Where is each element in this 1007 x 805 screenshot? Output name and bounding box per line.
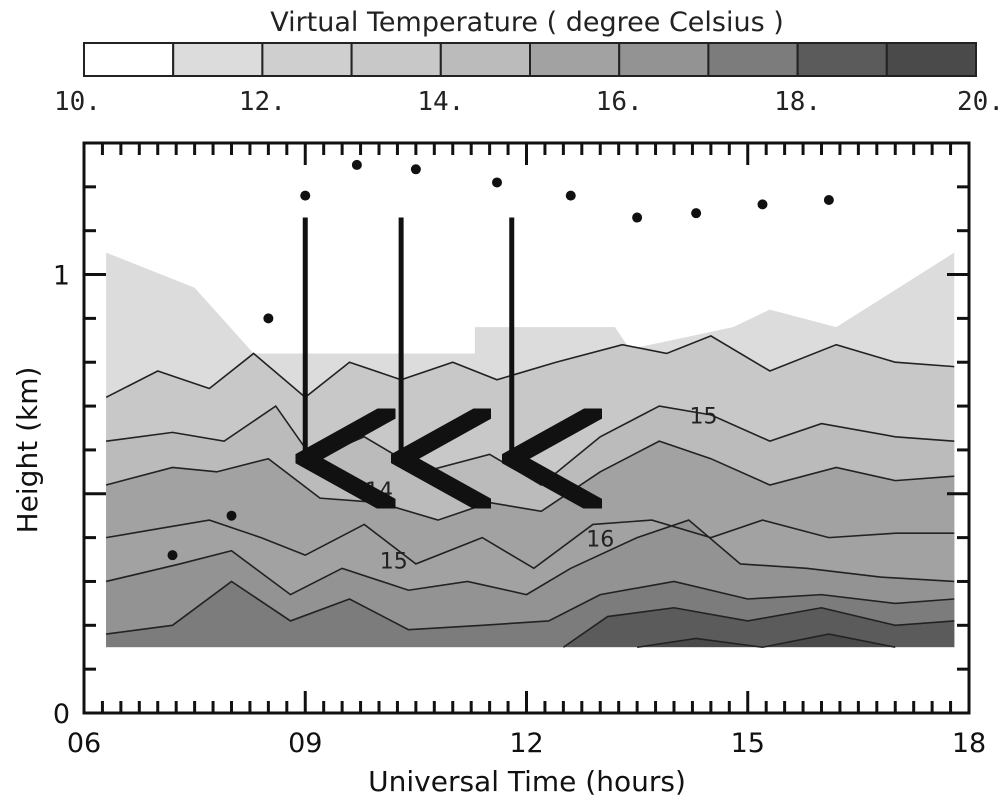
data-dots: [167, 159, 834, 561]
contour-line: [105, 519, 955, 570]
x-axis-label: Universal Time (hours): [368, 765, 686, 798]
y-tick-label: 1: [53, 261, 70, 292]
colorbar-swatch: [172, 42, 264, 77]
contour-line: [637, 633, 896, 649]
colorbar-swatch: [885, 42, 977, 77]
contour-label: 16: [586, 527, 614, 552]
colorbar: Virtual Temperature ( degree Celsius ) 1…: [54, 7, 1004, 117]
colorbar-swatch: [707, 42, 799, 77]
x-tick-label: 15: [731, 728, 765, 759]
colorbar-swatch: [350, 42, 442, 77]
colorbar-tick-label: 20.: [957, 87, 1004, 117]
data-dot: [351, 159, 362, 170]
colorbar-tick-labels: 10. 12. 14. 16. 18. 20.: [54, 87, 1004, 117]
band-level-19: [637, 634, 896, 648]
band-no-data: [106, 647, 955, 713]
data-dot: [410, 164, 421, 175]
contour-line: [106, 580, 955, 635]
y-tick-label: 0: [53, 699, 70, 730]
colorbar-tick-label: 10.: [54, 87, 101, 117]
y-axis-label: Height (km): [11, 367, 44, 534]
contour-label: 14: [365, 479, 393, 504]
colorbar-tick-label: 16.: [596, 87, 643, 117]
x-tick-label: 06: [67, 728, 101, 759]
x-tick-label: 18: [952, 728, 986, 759]
data-dot: [300, 190, 311, 201]
colorbar-swatch: [439, 42, 531, 77]
colorbar-tick-label: 18.: [774, 87, 821, 117]
contour-label: 15: [690, 405, 718, 430]
x-tick-label: 12: [509, 728, 543, 759]
colorbar-tick-label: 12.: [239, 87, 286, 117]
axis-ticks: [82, 141, 971, 715]
colorbar-swatch: [83, 42, 175, 77]
temperature-bands: [106, 252, 955, 713]
data-dot: [492, 177, 502, 188]
colorbar-swatches: [83, 42, 977, 77]
contour-line: [562, 606, 955, 648]
contour-label: 15: [380, 549, 408, 574]
colorbar-swatch: [261, 42, 353, 77]
data-dot: [226, 510, 237, 521]
x-tick-labels: 06 09 12 15 18: [67, 728, 986, 759]
data-dot: [823, 195, 834, 205]
arrows: [305, 217, 512, 459]
data-dot: [565, 190, 576, 201]
contour-line: [105, 519, 955, 596]
contour-line: [105, 335, 955, 399]
data-dot: [757, 199, 768, 210]
colorbar-tick-label: 14.: [417, 87, 464, 117]
colorbar-title: Virtual Temperature ( degree Celsius ): [270, 7, 784, 38]
x-tick-label: 09: [288, 728, 322, 759]
data-dot: [632, 212, 643, 223]
data-dot: [691, 208, 702, 219]
colorbar-swatch: [618, 42, 710, 77]
colorbar-swatch: [796, 42, 888, 77]
data-dot: [167, 550, 178, 561]
data-dot: [263, 313, 274, 324]
plot-field: 14 15 16 15: [105, 159, 955, 713]
band-level-18: [563, 607, 955, 648]
y-tick-labels: 01: [53, 261, 70, 730]
colorbar-swatch: [529, 42, 621, 77]
